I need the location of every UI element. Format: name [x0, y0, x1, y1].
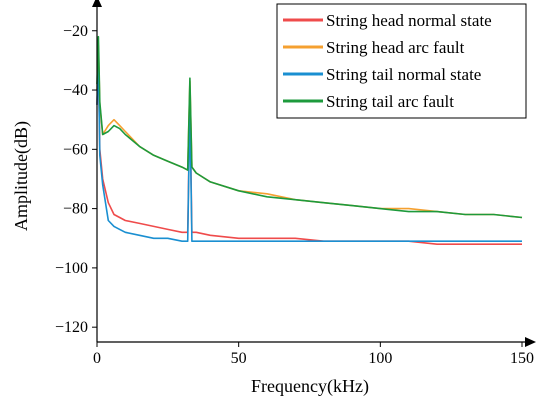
y-tick-label-1: −100 [55, 260, 88, 277]
legend-label-2: String tail normal state [326, 65, 481, 84]
series-line-2 [96, 53, 522, 242]
x-tick-label-1: 50 [231, 350, 247, 367]
y-tick-label-0: −120 [55, 319, 88, 336]
series-layer [96, 35, 523, 245]
y-axis-arrow [92, 0, 102, 7]
series-line-3 [96, 35, 523, 219]
legend: String head normal state String head arc… [276, 3, 527, 119]
y-tick-label-5: −20 [63, 23, 88, 40]
axes-layer [92, 0, 536, 347]
ticks-layer: 0 50 100 150 −120 −100 −80 −60 −40 −20 [55, 23, 534, 367]
y-tick-label-4: −40 [63, 82, 88, 99]
x-axis-arrow [525, 337, 536, 347]
y-axis-title: Amplitude(dB) [11, 121, 32, 231]
y-tick-label-3: −60 [63, 141, 88, 158]
legend-label-1: String head arc fault [326, 38, 465, 57]
x-tick-label-0: 0 [93, 350, 101, 367]
legend-label-3: String tail arc fault [326, 92, 454, 111]
legend-box [276, 3, 527, 119]
x-tick-label-2: 100 [368, 350, 392, 367]
x-tick-label-3: 150 [510, 350, 534, 367]
y-tick-label-2: −80 [63, 201, 88, 218]
x-axis-title: Frequency(kHz) [251, 376, 369, 397]
legend-label-0: String head normal state [326, 11, 492, 30]
